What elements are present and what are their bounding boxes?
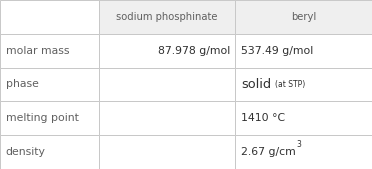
Bar — [0, 68, 99, 101]
Text: sodium phosphinate: sodium phosphinate — [116, 12, 218, 22]
Bar — [99, 0, 235, 34]
Bar — [235, 0, 372, 34]
Bar — [99, 101, 235, 135]
Bar — [235, 34, 372, 68]
Text: 537.49 g/mol: 537.49 g/mol — [241, 46, 313, 56]
Text: molar mass: molar mass — [6, 46, 69, 56]
Text: 3: 3 — [296, 140, 301, 149]
Bar — [0, 0, 99, 34]
Bar — [0, 101, 99, 135]
Text: 1410 °C: 1410 °C — [241, 113, 285, 123]
Text: melting point: melting point — [6, 113, 78, 123]
Text: density: density — [6, 147, 45, 157]
Bar — [235, 101, 372, 135]
Bar — [99, 34, 235, 68]
Bar — [0, 34, 99, 68]
Text: 87.978 g/mol: 87.978 g/mol — [158, 46, 230, 56]
Bar — [99, 68, 235, 101]
Text: beryl: beryl — [291, 12, 316, 22]
Text: phase: phase — [6, 79, 38, 90]
Text: 2.67 g/cm: 2.67 g/cm — [241, 147, 296, 157]
Bar — [0, 135, 99, 169]
Text: (at STP): (at STP) — [275, 80, 305, 89]
Text: solid: solid — [241, 78, 271, 91]
Bar — [235, 135, 372, 169]
Bar — [235, 68, 372, 101]
Bar — [99, 135, 235, 169]
